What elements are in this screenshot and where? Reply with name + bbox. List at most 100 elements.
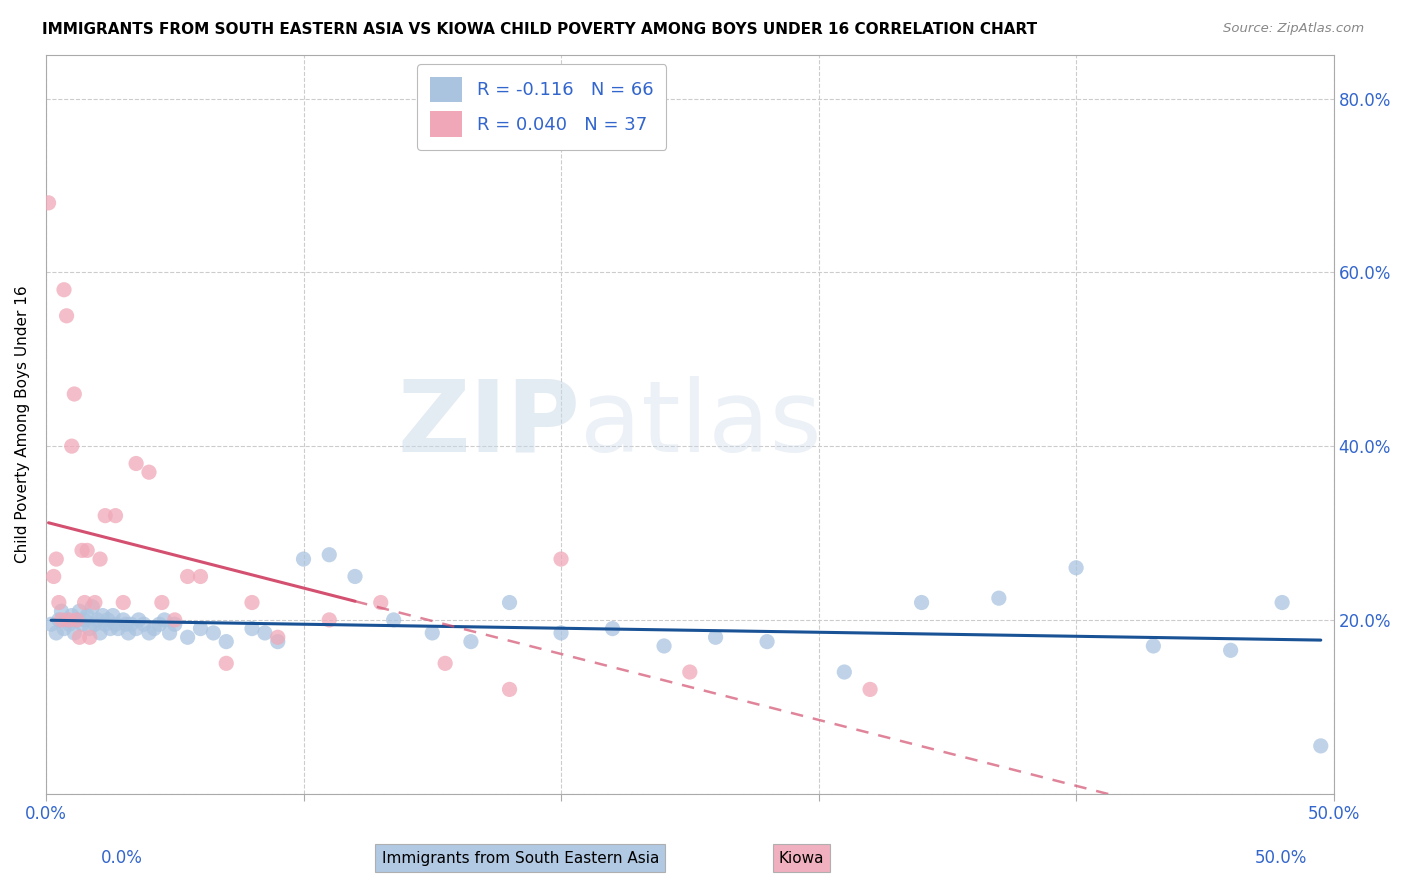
Point	[550, 626, 572, 640]
Point	[318, 548, 340, 562]
Point	[987, 591, 1010, 606]
Point	[89, 626, 111, 640]
Point	[138, 465, 160, 479]
Point	[73, 595, 96, 609]
Point	[704, 630, 727, 644]
Point	[215, 634, 238, 648]
Point	[38, 195, 60, 210]
Point	[652, 639, 675, 653]
Point	[434, 657, 457, 671]
Text: atlas: atlas	[581, 376, 823, 473]
Point	[53, 283, 76, 297]
Point	[215, 657, 238, 671]
Point	[39, 617, 62, 632]
Point	[58, 617, 80, 632]
Point	[498, 595, 520, 609]
Text: Immigrants from South Eastern Asia: Immigrants from South Eastern Asia	[381, 851, 659, 865]
Point	[163, 613, 186, 627]
Point	[98, 622, 121, 636]
Point	[48, 613, 70, 627]
Point	[498, 682, 520, 697]
Point	[834, 665, 856, 679]
Point	[202, 626, 225, 640]
Point	[679, 665, 702, 679]
Point	[112, 613, 135, 627]
Point	[1309, 739, 1331, 753]
Point	[97, 613, 120, 627]
Point	[550, 552, 572, 566]
Point	[112, 595, 135, 609]
Point	[756, 634, 779, 648]
Point	[382, 613, 405, 627]
Point	[94, 508, 117, 523]
Point	[420, 626, 443, 640]
Point	[267, 630, 290, 644]
Point	[51, 613, 73, 627]
Point	[63, 626, 86, 640]
Point	[163, 617, 186, 632]
Point	[42, 569, 65, 583]
Point	[114, 617, 136, 632]
Point	[176, 569, 198, 583]
Point	[104, 508, 127, 523]
Point	[176, 630, 198, 644]
Point	[45, 626, 67, 640]
Point	[66, 613, 89, 627]
Point	[104, 617, 127, 632]
Point	[82, 599, 104, 614]
Point	[190, 569, 212, 583]
Point	[253, 626, 276, 640]
Point	[292, 552, 315, 566]
Text: 0.0%: 0.0%	[101, 849, 143, 867]
Point	[240, 622, 263, 636]
Point	[343, 569, 366, 583]
Point	[101, 608, 124, 623]
Point	[1064, 561, 1087, 575]
Point	[117, 626, 139, 640]
Point	[83, 617, 105, 632]
Point	[107, 622, 129, 636]
Text: Source: ZipAtlas.com: Source: ZipAtlas.com	[1223, 22, 1364, 36]
Point	[190, 622, 212, 636]
Point	[86, 613, 108, 627]
Point	[69, 630, 91, 644]
Point	[51, 604, 73, 618]
Text: 50.0%: 50.0%	[1256, 849, 1308, 867]
Point	[45, 552, 67, 566]
Point	[318, 613, 340, 627]
Point	[48, 595, 70, 609]
Text: IMMIGRANTS FROM SOUTH EASTERN ASIA VS KIOWA CHILD POVERTY AMONG BOYS UNDER 16 CO: IMMIGRANTS FROM SOUTH EASTERN ASIA VS KI…	[42, 22, 1038, 37]
Point	[1219, 643, 1241, 657]
Point	[70, 617, 93, 632]
Point	[128, 613, 150, 627]
Point	[55, 613, 77, 627]
Point	[1271, 595, 1294, 609]
Point	[602, 622, 624, 636]
Point	[53, 622, 76, 636]
Point	[132, 617, 155, 632]
Point	[91, 608, 114, 623]
Point	[60, 439, 83, 453]
Point	[89, 552, 111, 566]
Point	[55, 309, 77, 323]
Point	[79, 622, 101, 636]
Point	[66, 613, 89, 627]
Point	[153, 613, 176, 627]
Point	[125, 457, 148, 471]
Point	[460, 634, 482, 648]
Point	[79, 630, 101, 644]
Point	[125, 622, 148, 636]
Point	[370, 595, 392, 609]
Point	[73, 613, 96, 627]
Y-axis label: Child Poverty Among Boys Under 16: Child Poverty Among Boys Under 16	[15, 285, 30, 563]
Point	[138, 626, 160, 640]
Point	[1142, 639, 1164, 653]
Point	[910, 595, 932, 609]
Point	[859, 682, 882, 697]
Point	[267, 634, 290, 648]
Point	[150, 595, 173, 609]
Point	[148, 617, 170, 632]
Point	[94, 617, 117, 632]
Point	[143, 622, 166, 636]
Point	[76, 608, 98, 623]
